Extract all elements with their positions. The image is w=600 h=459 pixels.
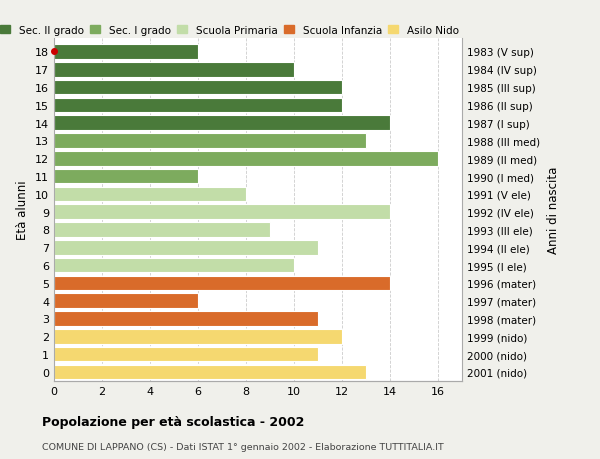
Bar	[54, 205, 390, 219]
Bar	[54, 365, 366, 380]
Bar	[54, 312, 318, 326]
Bar	[54, 63, 294, 78]
Bar	[54, 98, 342, 113]
Y-axis label: Età alunni: Età alunni	[16, 180, 29, 240]
Legend: Sec. II grado, Sec. I grado, Scuola Primaria, Scuola Infanzia, Asilo Nido: Sec. II grado, Sec. I grado, Scuola Prim…	[0, 26, 459, 36]
Bar	[54, 329, 342, 344]
Y-axis label: Anni di nascita: Anni di nascita	[547, 167, 560, 253]
Text: Popolazione per età scolastica - 2002: Popolazione per età scolastica - 2002	[42, 415, 304, 428]
Bar	[54, 134, 366, 148]
Bar	[54, 45, 198, 60]
Bar	[54, 151, 438, 166]
Bar	[54, 187, 246, 202]
Bar	[54, 116, 390, 131]
Bar	[54, 258, 294, 273]
Text: COMUNE DI LAPPANO (CS) - Dati ISTAT 1° gennaio 2002 - Elaborazione TUTTITALIA.IT: COMUNE DI LAPPANO (CS) - Dati ISTAT 1° g…	[42, 442, 444, 451]
Bar	[54, 169, 198, 184]
Bar	[54, 241, 318, 255]
Bar	[54, 294, 198, 308]
Bar	[54, 81, 342, 95]
Bar	[54, 276, 390, 291]
Bar	[54, 223, 270, 237]
Bar	[54, 347, 318, 362]
